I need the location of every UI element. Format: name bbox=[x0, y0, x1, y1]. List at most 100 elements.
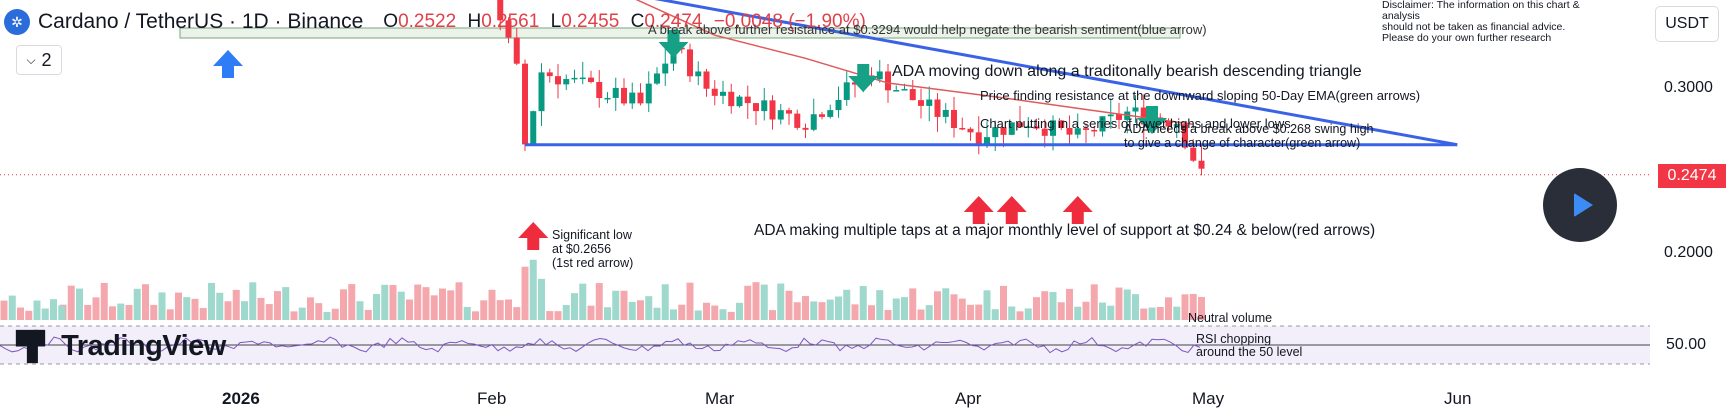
volume-bar bbox=[950, 294, 958, 320]
resistance-band bbox=[179, 27, 1181, 39]
candle-body bbox=[1173, 124, 1180, 127]
volume-bar bbox=[166, 309, 174, 320]
candle-body bbox=[555, 76, 561, 85]
candle-body bbox=[571, 77, 578, 80]
candle-body bbox=[1198, 160, 1205, 169]
candle-body bbox=[753, 103, 759, 112]
candle-body bbox=[1091, 129, 1098, 132]
volume-bar bbox=[125, 305, 133, 320]
candle-body bbox=[1132, 107, 1139, 112]
candle-body bbox=[967, 128, 974, 133]
volume-bar bbox=[975, 304, 983, 320]
open-label: O bbox=[383, 11, 399, 32]
volume-bar bbox=[199, 308, 207, 320]
triangle-annotation: ADA moving down along a traditonally bea… bbox=[892, 63, 1362, 80]
volume-bar bbox=[1189, 293, 1197, 320]
volume-bar bbox=[983, 290, 991, 320]
red-arrow-icon bbox=[518, 222, 549, 250]
candle-body bbox=[662, 63, 669, 74]
volume-bar bbox=[191, 298, 199, 320]
candle-body bbox=[497, 0, 504, 21]
volume-bar bbox=[694, 310, 702, 320]
ohlc-values: O0.2522 H0.2561 L0.2455 C0.2474 −0.0048 … bbox=[377, 11, 866, 33]
volume-bar bbox=[1099, 302, 1106, 320]
disclaimer-line: Please do your own further research bbox=[1382, 32, 1552, 44]
volume-bar bbox=[637, 300, 644, 320]
volume-bar bbox=[1008, 306, 1016, 320]
volume-bar bbox=[1041, 291, 1049, 320]
candle-body bbox=[530, 111, 537, 145]
candle-body bbox=[1099, 116, 1106, 132]
volume-bar bbox=[661, 284, 669, 320]
current-price-tag: 0.2474 bbox=[1658, 164, 1726, 188]
volume-bar bbox=[917, 309, 925, 320]
currency-button[interactable]: USDT bbox=[1655, 6, 1719, 42]
candle-body bbox=[951, 109, 957, 129]
candle-body bbox=[984, 137, 990, 145]
volume-bar bbox=[307, 297, 314, 320]
volume-bar bbox=[909, 288, 917, 320]
volume-bar bbox=[274, 291, 281, 320]
volume-bar bbox=[868, 305, 875, 320]
volume-bar bbox=[736, 302, 743, 320]
candle-body bbox=[621, 87, 627, 104]
candle-body bbox=[637, 92, 644, 104]
lower-highs-annotation: Chart putting in a series of lower highs… bbox=[980, 116, 1291, 131]
candle-body bbox=[695, 71, 702, 77]
rsi-annotation-line: RSI chopping bbox=[1196, 332, 1272, 346]
candle-body bbox=[522, 63, 528, 145]
candle-body bbox=[1025, 126, 1032, 128]
volume-bar bbox=[653, 307, 661, 320]
candle-body bbox=[736, 96, 743, 107]
x-tick-label: 2026 bbox=[222, 389, 260, 408]
volume-bar bbox=[0, 300, 8, 320]
symbol-title[interactable]: Cardano / TetherUS · 1D · Binance bbox=[38, 10, 364, 33]
play-icon bbox=[1573, 193, 1593, 217]
candle-body bbox=[629, 92, 636, 104]
volume-bar bbox=[488, 289, 496, 320]
volume-bar bbox=[8, 295, 16, 320]
close-value: 0.2474 bbox=[644, 11, 703, 32]
volume-bar bbox=[1024, 308, 1032, 320]
volume-bar bbox=[876, 290, 884, 320]
volume-bar bbox=[901, 297, 908, 320]
disclaimer-line: should not be taken as financial advice. bbox=[1382, 21, 1566, 33]
y-tick-label: 0.3000 bbox=[1664, 79, 1713, 96]
candle-body bbox=[1008, 122, 1015, 135]
candle-body bbox=[654, 73, 660, 84]
volume-bar bbox=[752, 282, 760, 320]
candle-body bbox=[711, 88, 718, 96]
volume-bar bbox=[1066, 288, 1073, 320]
volume-bar bbox=[719, 309, 727, 320]
candle-body bbox=[901, 89, 908, 91]
swing-high-annotation: to give a change of character(green arro… bbox=[1124, 136, 1361, 150]
candle-body bbox=[835, 99, 842, 111]
volume-bar bbox=[793, 302, 801, 320]
low-label: L bbox=[550, 11, 562, 32]
volume-bar bbox=[158, 292, 166, 320]
volume-bar bbox=[241, 301, 248, 320]
swing-high-annotation: ADA needs a break above $0.268 swing hig… bbox=[1124, 122, 1374, 136]
significant-low-line: Significant low bbox=[552, 228, 632, 242]
play-button[interactable] bbox=[1543, 168, 1617, 242]
candle-body bbox=[1000, 127, 1007, 135]
volume-bar bbox=[323, 311, 331, 320]
candle-body bbox=[1083, 128, 1089, 130]
volume-bar bbox=[480, 300, 488, 320]
x-tick-label: Apr bbox=[955, 389, 982, 408]
candle-body bbox=[579, 77, 586, 80]
volume-bar bbox=[818, 302, 826, 320]
volume-bar bbox=[414, 284, 422, 320]
tradingview-logo[interactable]: ▜▘ TradingView bbox=[16, 330, 226, 363]
blue-arrow-icon bbox=[213, 50, 243, 78]
disclaimer-text: Disclaimer: The information on this char… bbox=[1382, 0, 1602, 44]
volume-bar bbox=[41, 308, 49, 320]
rsi-annotation: RSI chopping around the 50 level bbox=[1196, 333, 1302, 359]
volume-bar bbox=[92, 297, 100, 320]
volume-bar bbox=[595, 283, 603, 320]
volume-bar bbox=[1016, 311, 1024, 320]
volume-bar bbox=[991, 309, 999, 320]
indicator-collapse-button[interactable]: ⌵ 2 bbox=[16, 45, 62, 75]
volume-bar bbox=[744, 285, 752, 320]
